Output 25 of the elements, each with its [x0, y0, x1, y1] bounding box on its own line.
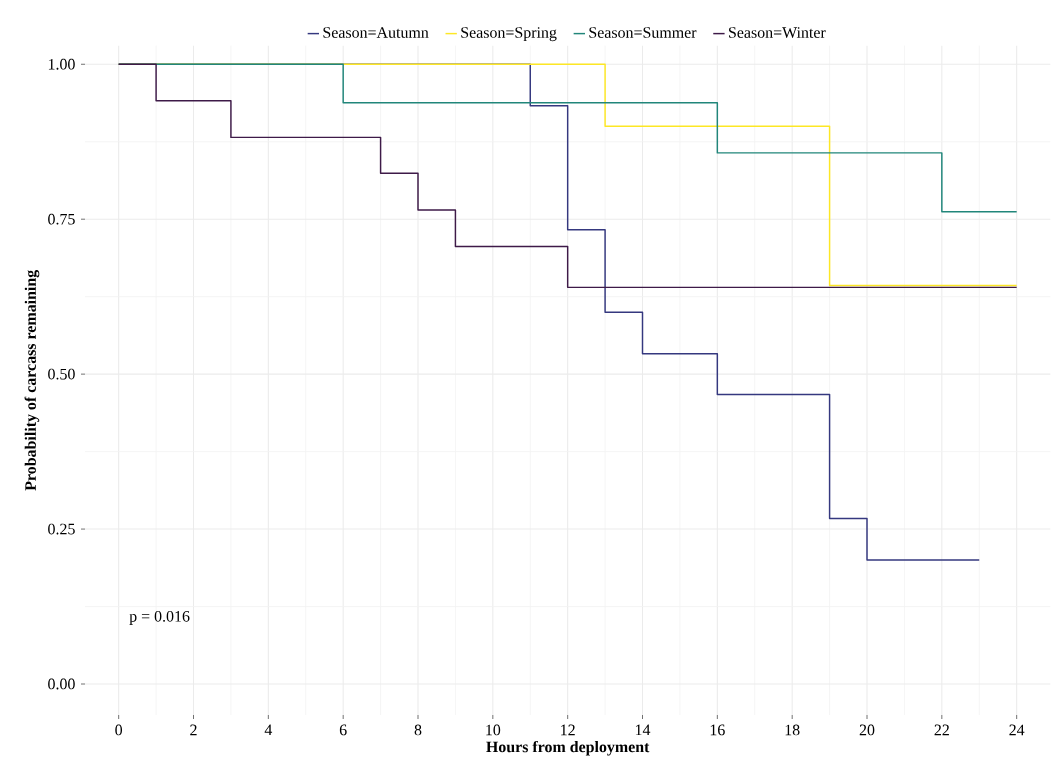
x-tick-label: 10 [486, 724, 501, 736]
legend-label: Season=Summer [589, 27, 697, 38]
y-tick-label: 0.50 [48, 368, 75, 380]
y-tick-label: 0.75 [48, 213, 75, 225]
y-axis-title: Probability of carcass remaining [24, 270, 40, 491]
x-tick-label: 16 [710, 724, 725, 736]
x-tick-label: 14 [635, 724, 651, 736]
legend-label: Season=Winter [729, 27, 826, 38]
x-tick-label: 6 [339, 724, 347, 736]
x-tick-label: 22 [934, 724, 949, 736]
legend-label: Season=Spring [461, 27, 557, 42]
x-tick-label: 18 [785, 724, 800, 736]
y-tick-label: 1.00 [48, 58, 75, 70]
annotation: p = 0.016 [129, 610, 190, 625]
y-tick-label: 0.00 [48, 678, 75, 690]
x-tick-label: 0 [115, 724, 123, 736]
x-tick-label: 12 [561, 724, 575, 736]
x-axis-title: Hours from deployment [486, 740, 650, 756]
x-tick-label: 2 [190, 724, 197, 736]
legend-label: Season=Autumn [323, 27, 429, 38]
x-tick-label: 8 [414, 724, 422, 736]
x-tick-label: 20 [859, 724, 875, 736]
x-tick-label: 4 [264, 724, 273, 736]
x-tick-label: 24 [1009, 724, 1025, 736]
y-tick-label: 0.25 [48, 523, 75, 535]
